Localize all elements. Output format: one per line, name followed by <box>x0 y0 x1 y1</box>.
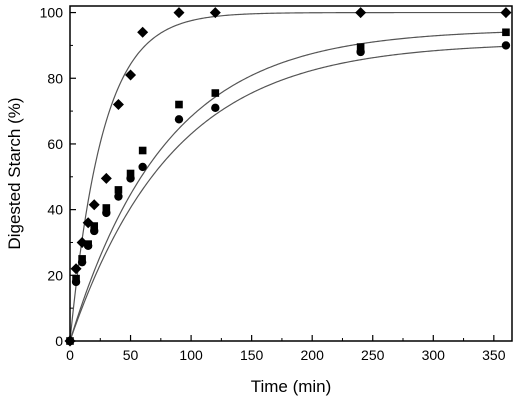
x-tick-label: 150 <box>240 347 264 363</box>
point-circle <box>174 115 184 124</box>
point-square <box>114 186 123 194</box>
x-tick-label: 300 <box>422 347 446 363</box>
point-circle <box>211 103 220 113</box>
x-axis-ticks: 0 50 100 150 200 250 300 350 <box>66 335 506 363</box>
fit-curve-square <box>69 31 506 342</box>
y-tick-label: 0 <box>55 333 63 349</box>
point-square <box>211 89 220 97</box>
point-diamond <box>70 263 82 275</box>
plot-frame <box>69 5 513 342</box>
y-tick-label: 60 <box>47 136 63 152</box>
point-square <box>356 43 365 51</box>
y-axis-title: Digested Starch (%) <box>5 97 24 249</box>
x-axis-title: Time (min) <box>251 377 332 396</box>
point-circle <box>356 47 365 57</box>
y-tick-label: 100 <box>40 5 64 21</box>
point-circle <box>90 226 99 236</box>
point-diamond <box>125 69 137 81</box>
y-tick-label: 80 <box>47 70 63 86</box>
point-square <box>102 204 111 212</box>
point-circle <box>114 192 123 201</box>
point-diamond <box>209 7 221 19</box>
point-square <box>175 100 183 109</box>
point-diamond <box>500 7 512 19</box>
y-tick-label: 40 <box>47 202 63 218</box>
x-tick-label: 200 <box>301 347 325 363</box>
y-axis-ticks: 0 20 40 60 80 100 <box>40 5 76 349</box>
point-diamond <box>137 26 149 38</box>
point-circle <box>501 41 511 50</box>
point-square <box>126 169 135 178</box>
point-circle <box>71 277 81 287</box>
fit-curves <box>69 11 506 342</box>
x-tick-label: 50 <box>123 347 139 363</box>
point-diamond <box>355 7 367 19</box>
x-tick-label: 250 <box>361 347 385 363</box>
point-square <box>138 146 147 155</box>
point-diamond <box>88 199 100 211</box>
point-diamond <box>100 172 112 184</box>
x-tick-label: 100 <box>179 347 203 363</box>
fit-curve-diamond <box>69 11 506 342</box>
point-circle <box>138 162 147 172</box>
point-square <box>90 222 99 230</box>
point-circle <box>77 257 87 267</box>
x-tick-label: 350 <box>482 347 506 363</box>
fit-curve-circle <box>69 45 506 342</box>
point-circle <box>102 208 111 218</box>
point-diamond <box>173 7 185 19</box>
point-diamond <box>112 99 124 111</box>
data-markers <box>64 7 512 347</box>
x-tick-label: 0 <box>66 347 74 363</box>
point-circle <box>83 241 93 250</box>
point-square <box>502 28 510 37</box>
point-circle <box>126 174 135 183</box>
y-tick-label: 20 <box>47 267 63 283</box>
